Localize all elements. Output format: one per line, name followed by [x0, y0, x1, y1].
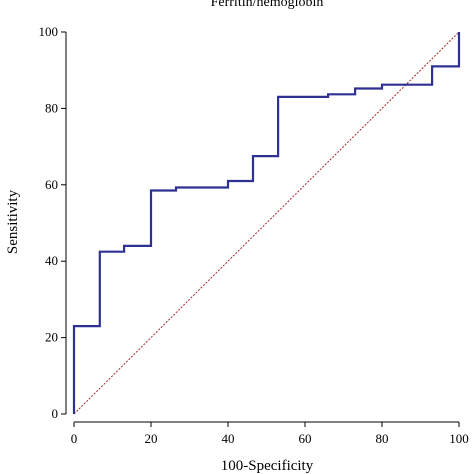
x-tick-label: 20 [145, 431, 158, 446]
x-axis-label: 100-Specificity [221, 458, 314, 474]
reference-line-group [73, 31, 460, 415]
axes: 0 20 40 60 80 100 0 20 40 60 80 100 [39, 24, 469, 446]
roc-curve-line [72, 32, 461, 414]
y-tick-label: 80 [45, 100, 58, 115]
x-tick-label: 100 [449, 431, 469, 446]
y-tick-label: 40 [45, 253, 58, 268]
reference-diagonal-line [73, 31, 460, 415]
y-tick-label: 100 [39, 24, 59, 39]
y-tick-label: 0 [52, 406, 59, 421]
y-tick-label: 20 [45, 330, 58, 345]
x-tick-label: 40 [222, 431, 235, 446]
chart-title: Ferritin/hemoglobin [211, 0, 324, 10]
x-tick-label: 60 [299, 431, 312, 446]
y-axis-label: Sensitivity [5, 189, 21, 254]
roc-curve-group [72, 32, 461, 414]
x-tick-label: 0 [71, 431, 78, 446]
y-tick-label: 60 [45, 177, 58, 192]
x-tick-label: 80 [376, 431, 389, 446]
